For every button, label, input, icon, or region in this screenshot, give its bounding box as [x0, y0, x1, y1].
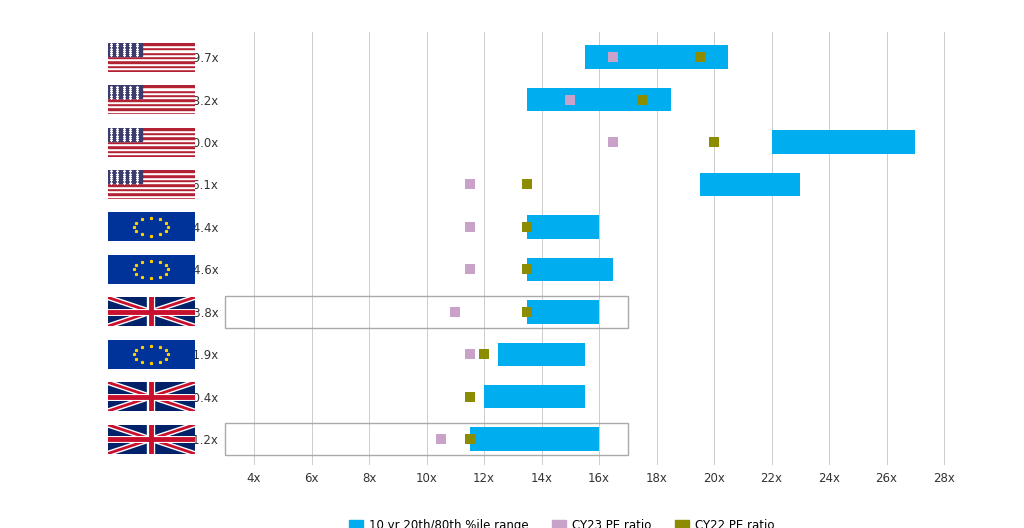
Bar [108, 194, 195, 197]
Point [562, 96, 579, 104]
Bar [108, 143, 195, 145]
Bar [108, 45, 195, 47]
Point [519, 265, 536, 274]
Bar [108, 145, 195, 148]
Bar [108, 188, 195, 190]
Bar [499, 343, 585, 366]
Point [462, 180, 478, 188]
Bar [699, 173, 801, 196]
Bar [108, 54, 195, 56]
Bar [108, 52, 195, 54]
Bar [108, 65, 195, 67]
Bar [108, 141, 195, 143]
Bar [108, 85, 142, 99]
Bar [108, 183, 195, 186]
Bar [108, 85, 195, 87]
Bar [527, 88, 671, 111]
Bar [108, 67, 195, 70]
Bar [108, 130, 195, 132]
Bar [108, 105, 195, 107]
Bar [108, 154, 195, 157]
Bar [108, 47, 195, 49]
Point [691, 53, 708, 61]
Bar [225, 296, 628, 328]
Bar [108, 103, 195, 105]
Bar [108, 110, 195, 112]
Bar [470, 428, 599, 451]
Bar [225, 423, 628, 455]
Bar [108, 179, 195, 181]
Bar [108, 132, 195, 134]
Point [476, 350, 493, 359]
Bar [108, 150, 195, 152]
Point [605, 53, 622, 61]
Bar [585, 45, 728, 69]
Bar [108, 177, 195, 179]
Point [433, 435, 450, 444]
Point [462, 223, 478, 231]
Point [519, 180, 536, 188]
Legend: 10 yr 20th/80th %ile range, CY23 PE ratio, CY22 PE ratio: 10 yr 20th/80th %ile range, CY23 PE rati… [344, 514, 779, 528]
Point [462, 265, 478, 274]
Point [634, 96, 650, 104]
Bar [527, 300, 599, 324]
Bar [108, 128, 142, 141]
Bar [108, 170, 195, 172]
Bar [108, 186, 195, 188]
Bar [527, 258, 613, 281]
Bar [108, 112, 195, 114]
Bar [108, 152, 195, 154]
Bar [527, 215, 599, 239]
Bar [108, 99, 195, 101]
Bar [108, 87, 195, 90]
Bar [108, 170, 142, 183]
Bar [108, 181, 195, 183]
Point [605, 138, 622, 146]
Bar [108, 190, 195, 192]
Bar [108, 134, 195, 136]
Bar [108, 192, 195, 194]
Bar [108, 61, 195, 63]
Bar [108, 128, 195, 130]
Bar [108, 101, 195, 103]
Bar [108, 197, 195, 199]
Bar [108, 139, 195, 141]
Bar [108, 56, 195, 58]
Bar [108, 107, 195, 110]
Point [462, 392, 478, 401]
Bar [108, 58, 195, 61]
Bar [108, 90, 195, 92]
Bar [108, 136, 195, 139]
Point [462, 350, 478, 359]
Bar [108, 96, 195, 99]
Bar [108, 174, 195, 177]
Bar [108, 92, 195, 94]
Point [462, 435, 478, 444]
Bar [108, 172, 195, 174]
Bar [108, 70, 195, 72]
Bar [108, 43, 195, 45]
Bar [108, 63, 195, 65]
Point [706, 138, 722, 146]
Bar [484, 385, 585, 408]
Bar [771, 130, 915, 154]
Point [519, 223, 536, 231]
Bar [108, 49, 195, 52]
Bar [108, 94, 195, 96]
Bar [108, 43, 142, 56]
Bar [108, 148, 195, 150]
Point [447, 308, 464, 316]
Point [519, 308, 536, 316]
